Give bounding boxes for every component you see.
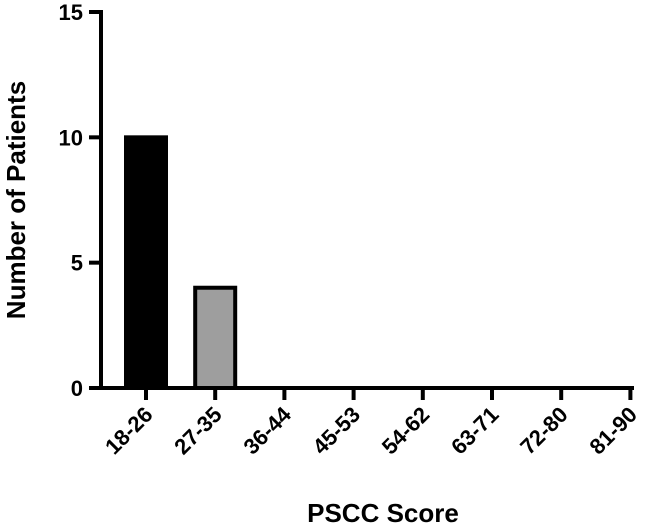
x-tick-label: 72-80 xyxy=(515,402,572,459)
bar-18-26 xyxy=(124,135,168,390)
y-tick-label: 5 xyxy=(71,251,83,276)
x-tick-label: 36-44 xyxy=(238,401,296,459)
x-tick-label: 45-53 xyxy=(308,402,365,459)
y-tick-label: 0 xyxy=(71,376,83,401)
x-ticks-group: 18-26 27-35 36-44 45-53 54-62 63-71 72-80 81-90 xyxy=(100,388,642,459)
x-tick-label: 63-71 xyxy=(446,402,503,459)
x-tick-label: 54-62 xyxy=(377,402,434,459)
bars-group xyxy=(124,135,238,391)
axes-group xyxy=(99,10,634,390)
y-tick-label: 15 xyxy=(59,0,83,25)
y-tick-label: 10 xyxy=(59,125,83,150)
x-tick-label: 18-26 xyxy=(100,402,157,459)
x-axis-title: PSCC Score xyxy=(307,498,459,527)
y-ticks-group: 0 5 10 15 xyxy=(59,0,101,401)
x-tick-label: 27-35 xyxy=(169,402,226,459)
x-tick-label: 81-90 xyxy=(584,402,641,459)
y-axis-title: Number of Patients xyxy=(1,81,31,319)
bar-27-35 xyxy=(193,285,238,391)
